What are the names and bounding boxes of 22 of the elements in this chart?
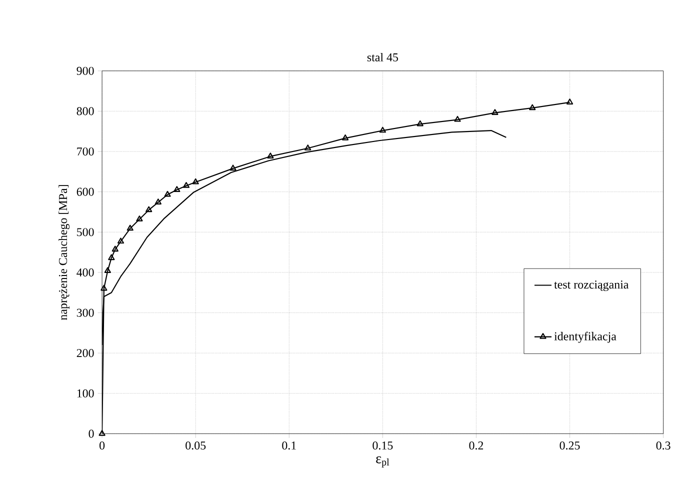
legend-label: identyfikacja xyxy=(554,332,616,343)
y-tick-label: 700 xyxy=(77,147,94,156)
y-tick-label: 500 xyxy=(77,228,94,236)
y-tick-label: 200 xyxy=(76,349,94,358)
x-tick-label: 0.25 xyxy=(560,441,580,450)
x-tick-label: 0.3 xyxy=(656,441,670,450)
y-tick-label: 400 xyxy=(76,268,94,276)
x-tick-label: 0.05 xyxy=(186,441,206,450)
y-tick-label: 100 xyxy=(77,389,94,398)
x-axis-title: ε$_{pl}$ xyxy=(376,456,390,468)
y-tick-label: 0 xyxy=(88,430,94,438)
chart-title: stal 45 xyxy=(367,52,398,62)
y-axis-title: naprężenie Cauchego [MPa] xyxy=(58,185,70,320)
y-tick-label: 300 xyxy=(76,308,94,317)
x-tick-label: 0.1 xyxy=(282,441,296,450)
y-tick-label: 600 xyxy=(76,188,94,196)
x-tick-label: 0.15 xyxy=(372,441,393,450)
y-tick-label: 900 xyxy=(76,66,94,75)
y-tick-label: 800 xyxy=(76,107,94,116)
x-tick-label: 0 xyxy=(100,441,105,450)
legend-label: test rozciągania xyxy=(554,280,629,292)
x-tick-label: 0.2 xyxy=(469,441,484,450)
